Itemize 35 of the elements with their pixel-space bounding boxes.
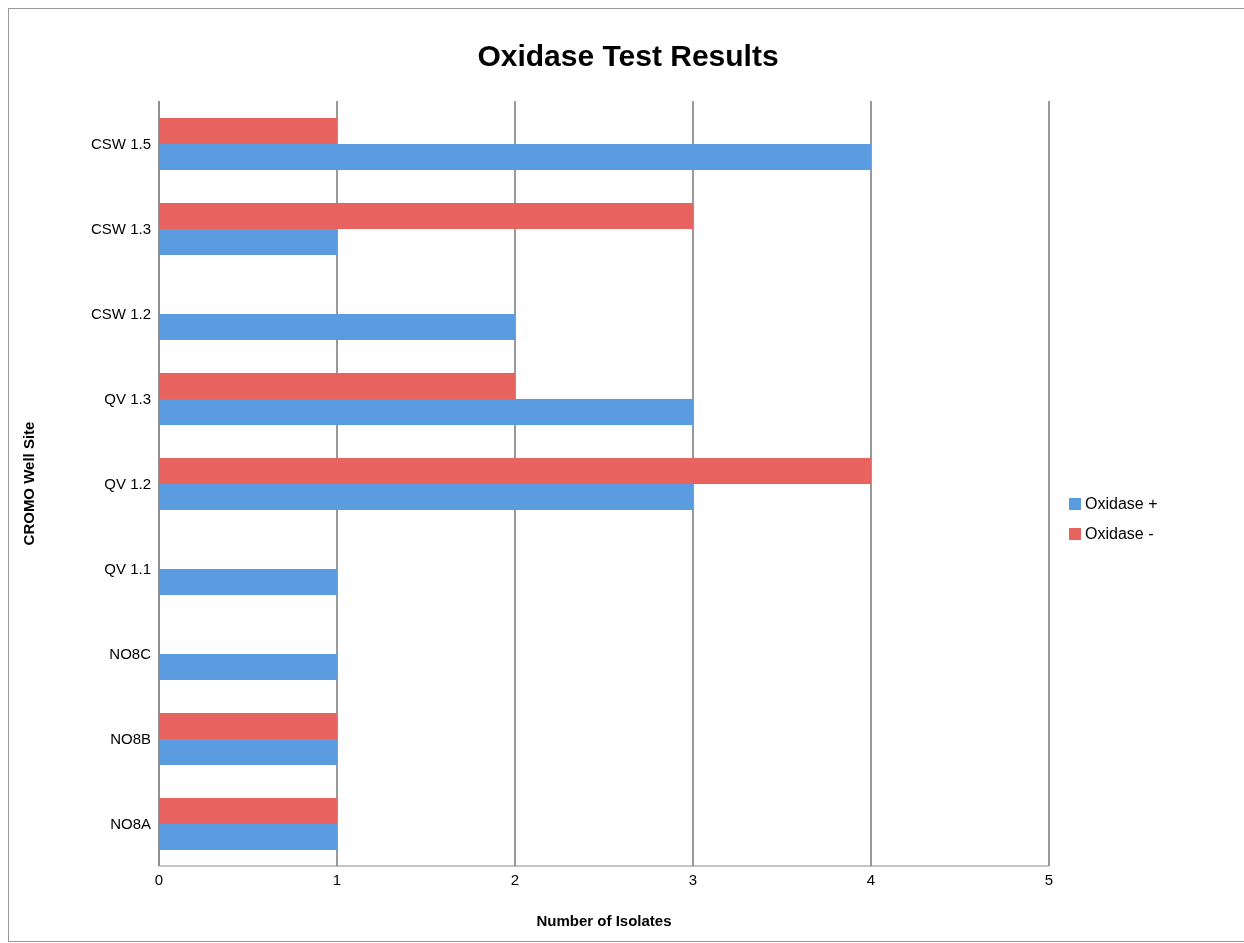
y-tick-label: QV 1.1 (104, 559, 151, 577)
y-tick-label: CSW 1.2 (90, 304, 151, 322)
bar (159, 569, 337, 595)
bar (159, 373, 515, 399)
bar (159, 118, 337, 144)
x-axis-title: Number of Isolates (536, 912, 672, 929)
bar (159, 458, 871, 484)
bar (159, 824, 337, 850)
bar (159, 739, 337, 765)
x-tick-label: 4 (866, 870, 876, 888)
x-tick-label: 2 (510, 870, 520, 888)
bar (159, 484, 693, 510)
bar (159, 229, 337, 255)
y-tick-label: CSW 1.5 (90, 134, 151, 152)
x-tick-label: 5 (1044, 870, 1054, 888)
y-tick-label: QV 1.2 (104, 474, 151, 492)
x-tick-label: 3 (688, 870, 698, 888)
legend-label: Oxidase + (1085, 494, 1158, 512)
bar (159, 314, 515, 340)
y-tick-label: QV 1.3 (104, 389, 151, 407)
chart-title: Oxidase Test Results (476, 39, 780, 73)
y-tick-label: NO8A (110, 814, 151, 832)
legend-label: Oxidase - (1085, 524, 1154, 542)
bar (159, 654, 337, 680)
bar (159, 203, 693, 229)
y-tick-label: NO8B (110, 729, 151, 747)
y-tick-label: CSW 1.3 (90, 219, 151, 237)
y-tick-label: NO8C (109, 644, 152, 662)
bar (159, 798, 337, 824)
y-axis-title: CROMO Well Site (20, 421, 38, 546)
bar (159, 144, 871, 170)
x-tick-label: 0 (154, 870, 164, 888)
bar (159, 399, 693, 425)
bar (159, 713, 337, 739)
x-tick-label: 1 (332, 870, 342, 888)
